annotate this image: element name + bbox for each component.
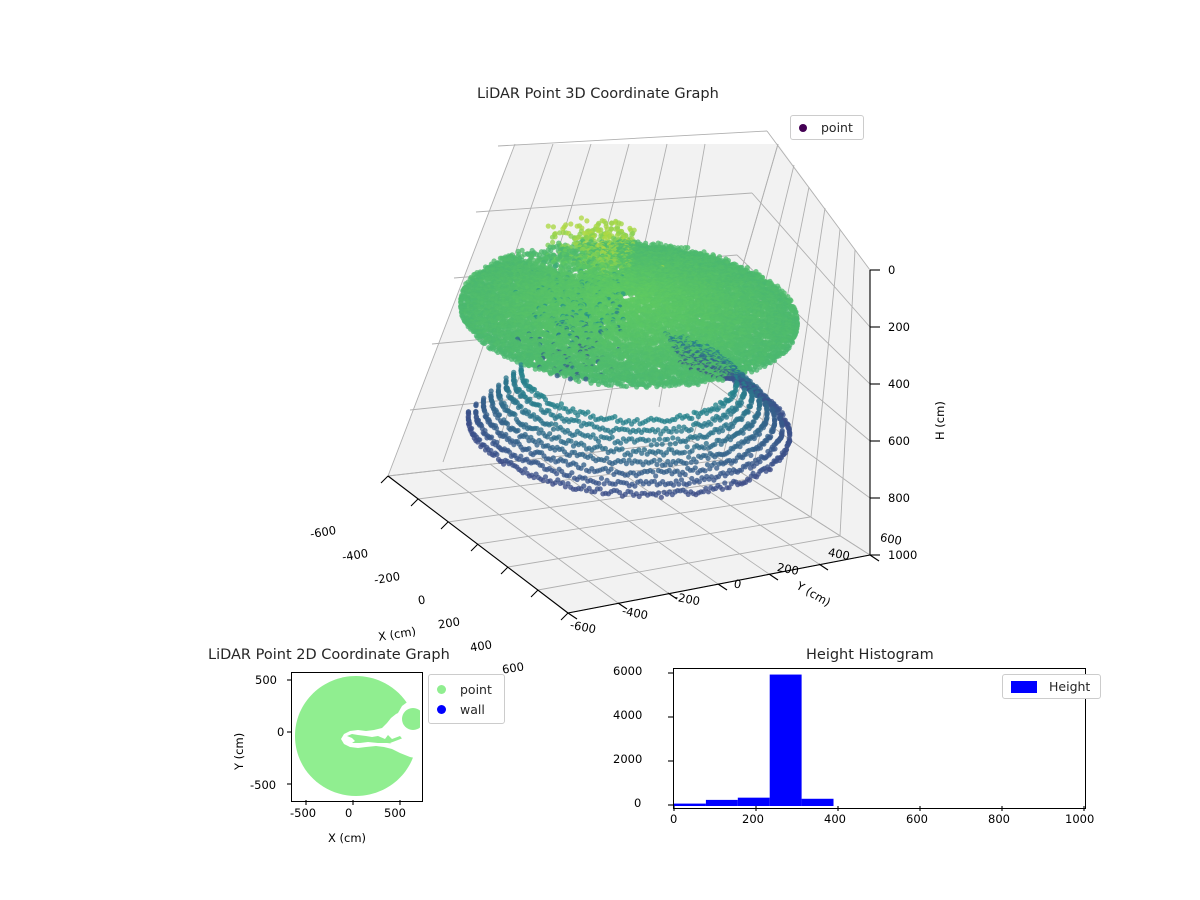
legend-marker-wall <box>437 704 446 714</box>
z-tick-5: 1000 <box>888 548 918 562</box>
axis-ticks <box>380 269 880 621</box>
scatter3d-title: LiDAR Point 3D Coordinate Graph <box>477 86 719 102</box>
legend-label-point: point <box>821 120 853 135</box>
scatter3d-canvas <box>380 130 880 621</box>
histogram-bar <box>801 798 834 806</box>
histogram-bar <box>674 803 706 806</box>
scatter2d-tickmarks <box>287 679 292 785</box>
y2d-tick-0: 0 <box>277 725 285 739</box>
hist-x-tick-0: 0 <box>670 812 678 826</box>
z-tick-4: 800 <box>888 491 910 505</box>
missing-return-notch <box>341 695 420 759</box>
points-disc <box>295 676 417 796</box>
scatter3d-legend[interactable]: point <box>790 115 864 140</box>
z-tick-3: 600 <box>888 434 910 448</box>
x2d-tick-500: 500 <box>384 806 406 820</box>
y2d-axis-label: Y (cm) <box>232 732 246 770</box>
histogram-bars <box>674 674 834 806</box>
hist-x-tick-600: 600 <box>906 812 928 826</box>
histogram-bar <box>769 674 802 806</box>
legend-marker-point-2d <box>437 684 446 694</box>
legend-label-point-2d: point <box>460 681 492 697</box>
histogram-ytickmarks <box>668 672 674 806</box>
scatter3d-axes[interactable]: -600 -400 -200 0 200 400 600 X (cm) -600… <box>309 120 950 677</box>
histogram-title: Height Histogram <box>806 647 934 663</box>
y2d-tick-neg500: -500 <box>250 778 277 792</box>
x-tick-6: 600 <box>501 659 525 677</box>
legend-patch-height <box>1011 680 1037 693</box>
hist-x-tick-200: 200 <box>742 812 764 826</box>
legend-row-wall[interactable]: wall <box>437 699 492 719</box>
legend-label-height: Height <box>1049 679 1091 694</box>
z-axis-label: H (cm) <box>933 401 947 440</box>
hist-y-tick-6000: 6000 <box>613 664 643 678</box>
hist-x-tick-400: 400 <box>824 812 846 826</box>
z-tick-1: 200 <box>888 320 910 334</box>
pane-xy <box>388 441 870 613</box>
scatter2d-title: LiDAR Point 2D Coordinate Graph <box>208 647 450 663</box>
hist-y-tick-2000: 2000 <box>613 752 643 766</box>
z-tick-0: 0 <box>888 263 896 277</box>
histogram-xtickmarks <box>673 806 1085 811</box>
hist-x-tick-800: 800 <box>988 812 1010 826</box>
hist-x-tick-1000: 1000 <box>1065 812 1095 826</box>
y2d-tick-500: 500 <box>255 673 277 687</box>
x2d-tick-0: 0 <box>345 806 353 820</box>
x-tick-5: 400 <box>469 637 493 655</box>
point-cloud <box>458 215 800 500</box>
hist-y-tick-0: 0 <box>634 796 642 810</box>
x2d-axis-label: X (cm) <box>328 831 367 845</box>
legend-label-wall: wall <box>460 701 485 717</box>
x2d-tick-neg500: -500 <box>290 806 317 820</box>
scatter2d-legend[interactable]: point wall <box>428 674 505 724</box>
hist-y-tick-4000: 4000 <box>613 708 643 722</box>
histogram-legend[interactable]: Height <box>1002 674 1102 699</box>
scatter2d-canvas <box>295 676 420 796</box>
histogram-bar <box>737 797 770 806</box>
histogram-bar <box>705 799 738 806</box>
legend-marker-point <box>799 123 807 132</box>
scatter2d-xtickmarks <box>305 800 401 805</box>
z-tick-2: 400 <box>888 377 910 391</box>
legend-row-point[interactable]: point <box>437 679 492 699</box>
histogram-canvas <box>674 674 834 806</box>
scatter2d-axes[interactable] <box>291 672 423 802</box>
